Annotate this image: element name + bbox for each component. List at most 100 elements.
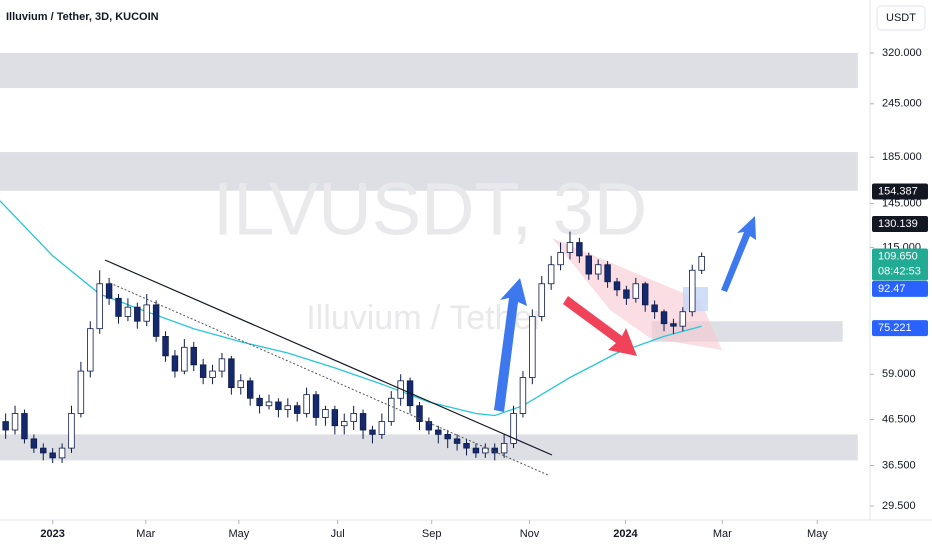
candle-body	[246, 380, 254, 399]
price-tag-label: 154.387	[878, 185, 918, 197]
y-tick-label: 185.000	[882, 151, 922, 163]
candle-body	[115, 297, 122, 317]
candle-body	[529, 316, 536, 378]
price-tag-countdown: 08:42:53	[878, 265, 921, 277]
candle-body	[566, 242, 574, 253]
candle-body	[40, 447, 47, 454]
arrow-up	[494, 278, 527, 412]
candle-body	[256, 397, 263, 407]
target-box	[683, 287, 708, 311]
currency-button[interactable]	[876, 5, 926, 31]
watermark-name: Illuvium / Tether	[306, 299, 543, 337]
candle-body	[510, 413, 517, 444]
y-tick-label: 36.500	[882, 459, 916, 471]
y-tick-label: 245.000	[882, 98, 922, 110]
candle-body	[500, 443, 508, 454]
candle-body	[30, 438, 38, 449]
candle-body	[152, 304, 160, 337]
x-tick-label: Mar	[136, 528, 155, 540]
candle-body	[312, 394, 320, 418]
candle-body	[632, 283, 640, 299]
candle-body	[435, 429, 442, 435]
candle-body	[679, 311, 687, 327]
watermark-symbol: ILVUSDT, 3D	[213, 168, 648, 251]
candle-body	[660, 311, 668, 325]
candle-body	[322, 409, 329, 418]
candle-body	[265, 401, 273, 407]
candle-body	[444, 433, 451, 440]
candle-body	[388, 397, 395, 422]
candle-body	[557, 252, 564, 266]
symbol-title: Illuvium / Tether, 3D, KUCOIN	[6, 11, 159, 23]
moving-average	[0, 200, 702, 417]
price-tag	[872, 183, 928, 200]
candle-body	[547, 264, 555, 285]
y-tick-label: 46.500	[882, 413, 916, 425]
candle-body	[293, 405, 301, 414]
candle-body	[689, 269, 696, 313]
candle-body	[11, 413, 19, 431]
candle-body	[482, 447, 489, 454]
candle-body	[378, 421, 386, 435]
candle-body	[49, 452, 56, 459]
candle-body	[331, 409, 339, 427]
candle-body	[124, 306, 132, 317]
candle-body	[2, 421, 9, 431]
candle-body	[134, 306, 141, 322]
candle-body	[698, 256, 705, 271]
candle-body	[613, 281, 621, 291]
price-tag-label: 109.650	[878, 250, 918, 262]
candle-body	[181, 346, 188, 372]
x-tick-label: Nov	[520, 528, 540, 540]
x-tick-label: 2023	[40, 528, 64, 540]
y-tick-label: 59.000	[882, 368, 916, 380]
candle-body	[604, 264, 611, 283]
candle-body	[453, 438, 461, 444]
zone	[0, 152, 858, 191]
candle-body	[284, 405, 292, 410]
candle-body	[425, 421, 433, 431]
candle-body	[21, 413, 28, 440]
candle-body	[341, 421, 348, 427]
candle-body	[87, 328, 94, 372]
candle-body	[651, 304, 658, 313]
candle-body	[594, 264, 602, 275]
y-tick-label: 320.000	[882, 47, 922, 59]
candle-body	[68, 413, 75, 449]
x-tick-label: Sep	[422, 528, 442, 540]
y-tick-label: 29.500	[882, 500, 916, 512]
candle-body	[369, 429, 376, 435]
candle-body	[576, 242, 583, 257]
candle-body	[472, 447, 480, 454]
arrow-down	[563, 296, 637, 356]
x-tick-label: Mar	[713, 528, 732, 540]
price-tag	[872, 280, 928, 297]
x-tick-label: 2024	[613, 528, 638, 540]
candle-body	[96, 283, 103, 330]
candle-body	[162, 336, 169, 357]
candle-body	[670, 323, 677, 327]
candle-body	[209, 370, 216, 378]
zone	[0, 434, 858, 461]
arrow-up-small	[721, 216, 756, 292]
x-tick-label: May	[807, 528, 828, 540]
candle-body	[143, 304, 150, 322]
candle-body	[171, 355, 179, 372]
zone	[0, 53, 858, 89]
currency-label[interactable]: USDT	[886, 12, 916, 24]
candle-body	[190, 346, 197, 366]
x-tick-label: May	[229, 528, 250, 540]
candle-body	[641, 283, 649, 306]
candle-body	[585, 255, 593, 275]
price-tag-label: 130.139	[878, 218, 918, 230]
candle-body	[350, 413, 357, 422]
trend-line	[104, 259, 553, 456]
candle-body	[538, 283, 545, 317]
price-tag	[872, 248, 928, 281]
price-tag-label: 92.47	[878, 283, 906, 295]
candle-body	[463, 443, 470, 449]
candle-body	[237, 380, 244, 389]
y-tick-label: 145.000	[882, 197, 922, 209]
